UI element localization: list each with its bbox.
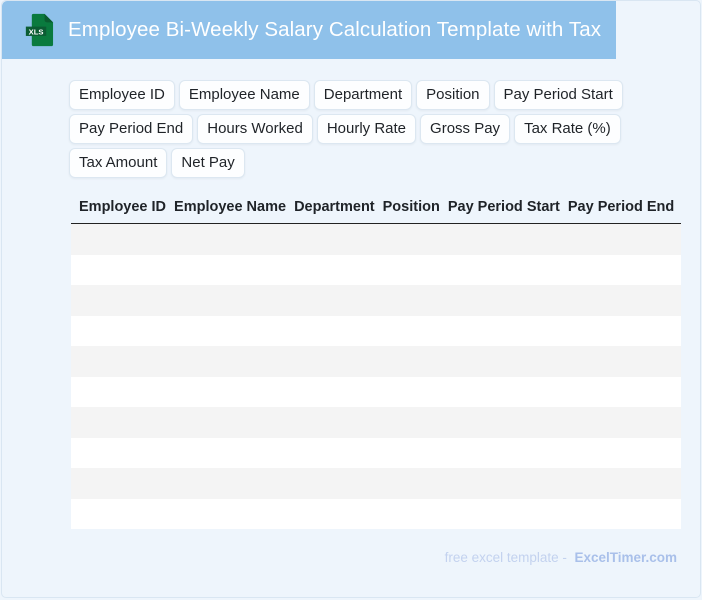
svg-text:XLS: XLS bbox=[29, 27, 44, 36]
